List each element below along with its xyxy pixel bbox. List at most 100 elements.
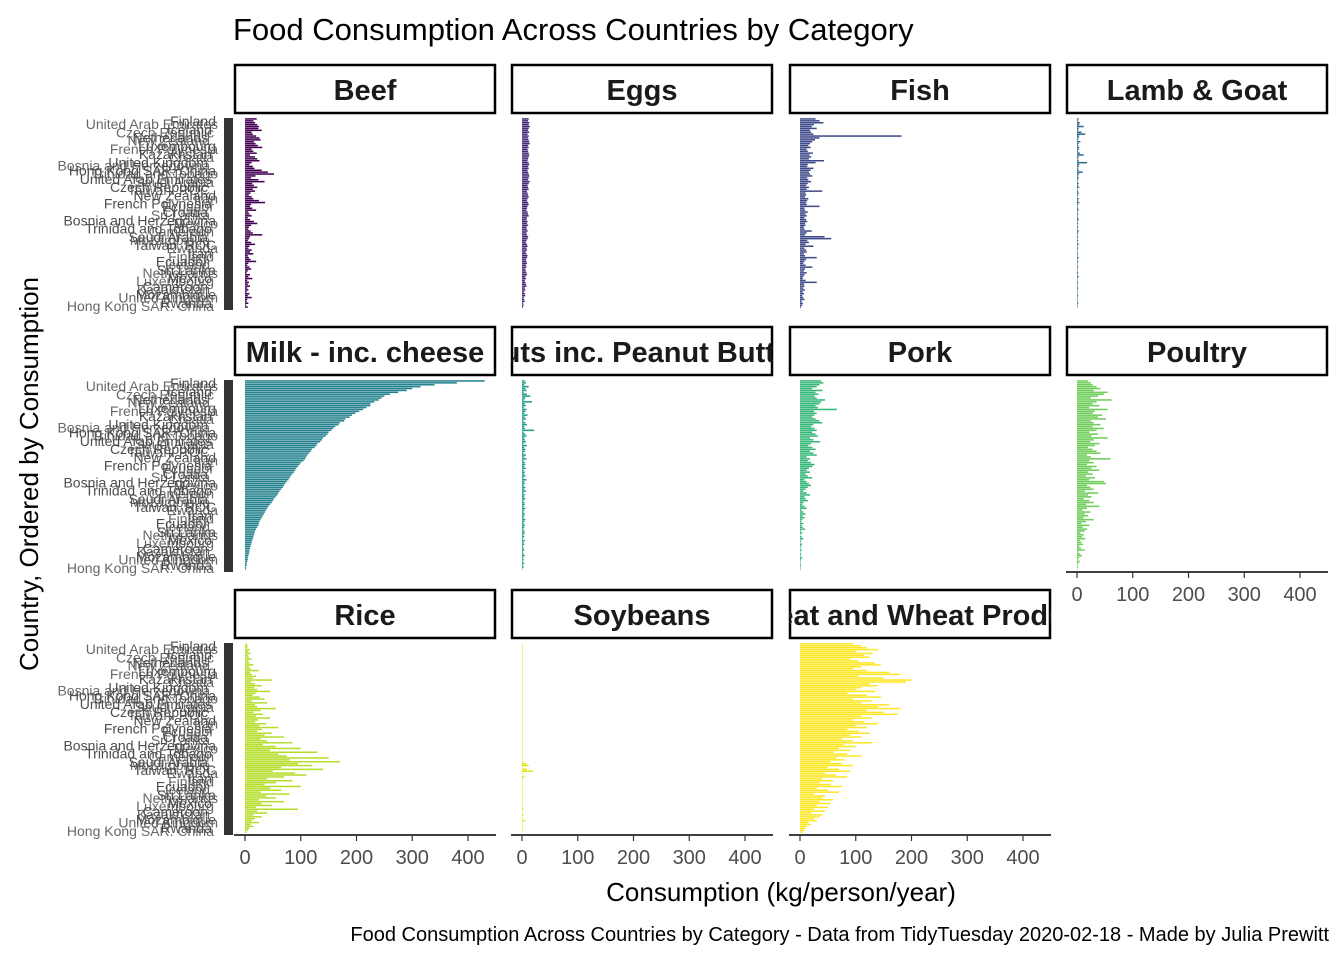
- bar: [245, 743, 263, 746]
- bar: [800, 444, 809, 447]
- bar: [245, 302, 249, 305]
- bar: [245, 477, 290, 479]
- bar: [245, 812, 268, 814]
- bar: [800, 142, 811, 145]
- bar: [1077, 429, 1097, 432]
- bar: [245, 791, 261, 793]
- bar: [800, 539, 802, 542]
- bar: [522, 412, 525, 415]
- bar: [245, 395, 385, 397]
- bar: [245, 456, 307, 458]
- country-tick-label: Rwanda: [167, 240, 219, 256]
- bar: [245, 253, 254, 255]
- bar: [245, 294, 248, 297]
- bar: [800, 253, 804, 255]
- bar: [245, 665, 249, 668]
- bar: [1077, 520, 1086, 523]
- bar: [522, 492, 524, 494]
- bar: [245, 399, 379, 401]
- bar: [800, 690, 876, 693]
- bar: [1077, 444, 1095, 447]
- bar: [522, 283, 526, 286]
- bar: [800, 751, 834, 754]
- bar: [522, 558, 524, 561]
- bar: [245, 380, 485, 382]
- bar: [800, 566, 801, 568]
- bar: [522, 446, 525, 449]
- bar: [800, 772, 826, 774]
- bar: [522, 766, 523, 769]
- bar: [245, 648, 250, 651]
- bar: [1077, 564, 1078, 567]
- bar: [245, 553, 249, 555]
- bar: [800, 652, 873, 655]
- bar: [245, 118, 257, 120]
- bar: [800, 541, 801, 544]
- bar: [522, 209, 527, 211]
- bar: [800, 279, 806, 282]
- bar: [522, 196, 529, 198]
- country-tick-label: Rwanda: [161, 557, 213, 573]
- bar: [522, 416, 525, 418]
- bar: [1077, 203, 1079, 206]
- bar: [245, 218, 251, 221]
- bar: [522, 743, 523, 746]
- bar: [800, 289, 806, 291]
- bar: [800, 648, 879, 651]
- bar: [245, 816, 262, 818]
- x-tick-label: 400: [451, 847, 484, 869]
- bar: [522, 285, 527, 287]
- bar: [800, 383, 820, 386]
- bar: [245, 781, 276, 784]
- bar: [800, 492, 807, 494]
- bar: [522, 681, 523, 683]
- bar: [522, 707, 523, 710]
- bar: [800, 791, 840, 793]
- bar: [522, 677, 523, 679]
- bar: [245, 383, 435, 386]
- country-tick-label: Saudi Arabia: [129, 754, 209, 770]
- bar: [522, 722, 523, 725]
- bar: [245, 732, 272, 735]
- facet-strip-label: Lamb & Goat: [1107, 75, 1288, 107]
- bar: [245, 671, 251, 674]
- bar: [522, 277, 526, 280]
- bar: [245, 226, 249, 229]
- bar: [800, 463, 815, 466]
- country-tick-label: Trinidad and Tobago: [91, 428, 218, 444]
- country-tick-label: French Polynesia: [104, 196, 212, 212]
- bar: [522, 154, 530, 156]
- bar: [800, 779, 834, 782]
- bar: [245, 766, 282, 769]
- bar: [522, 698, 523, 700]
- bar: [1077, 477, 1095, 479]
- bar: [522, 186, 529, 189]
- bar: [522, 503, 525, 506]
- country-tick-label: United Arab Emirates: [80, 433, 212, 449]
- bar: [800, 129, 811, 132]
- country-tick-label: Iran: [194, 452, 218, 468]
- bar: [245, 798, 259, 801]
- bar: [245, 283, 248, 286]
- bar: [800, 496, 805, 498]
- bar: [522, 715, 523, 717]
- bar: [245, 669, 259, 672]
- bar: [245, 402, 371, 405]
- bar: [522, 148, 528, 151]
- bar: [800, 543, 803, 546]
- bar: [800, 798, 834, 801]
- bar: [522, 740, 523, 742]
- bar: [1077, 154, 1084, 156]
- bar: [522, 486, 526, 489]
- country-tick-label: United Arab Emirates: [86, 641, 218, 657]
- bar: [245, 431, 329, 434]
- bar: [522, 281, 526, 284]
- bar: [1077, 526, 1083, 529]
- bar: [800, 452, 814, 454]
- bar: [1077, 402, 1093, 405]
- country-tick-label: Czech Republic: [116, 649, 214, 665]
- bar: [800, 418, 816, 420]
- y-axis-ticks-band: [224, 380, 233, 572]
- country-tick-label: Saudi Arabia: [135, 174, 215, 190]
- bar: [800, 450, 811, 453]
